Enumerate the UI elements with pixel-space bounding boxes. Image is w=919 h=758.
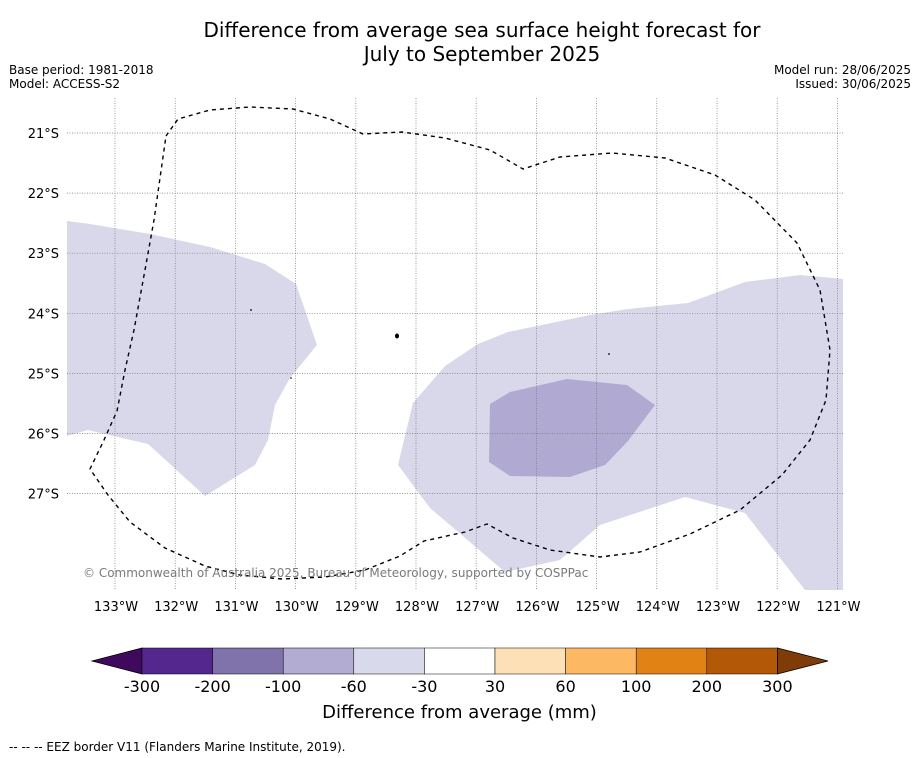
base-period-label: Base period: 1981-2018	[9, 63, 154, 77]
latitude-label: 23°S	[28, 247, 59, 262]
longitude-label: 124°W	[636, 600, 680, 615]
colorbar-tick-label: -200	[194, 677, 230, 696]
longitude-label: 128°W	[395, 600, 439, 615]
colorbar-tick-label: -300	[124, 677, 160, 696]
island-mark	[250, 309, 252, 311]
chart-title: Difference from average sea surface heig…	[0, 18, 919, 66]
colorbar	[90, 647, 829, 675]
latitude-labels: 21°S 22°S 23°S 24°S 25°S 26°S 27°S	[28, 127, 59, 503]
eez-footnote: -- -- -- EEZ border V11 (Flanders Marine…	[9, 740, 346, 754]
colorbar-tick-labels: -300 -200 -100 -60 -30 30 60 100 200 300	[124, 677, 793, 696]
issued-label: Issued: 30/06/2025	[795, 77, 911, 91]
longitude-label: 125°W	[576, 600, 620, 615]
colorbar-tick-label: 200	[692, 677, 723, 696]
title-line-1: Difference from average sea surface heig…	[203, 18, 761, 42]
colorbar-segment	[635, 647, 708, 675]
longitude-label: 133°W	[94, 600, 138, 615]
anomaly-fills	[67, 221, 843, 590]
latitude-label: 21°S	[28, 127, 59, 142]
colorbar-tick-label: -100	[265, 677, 301, 696]
meta-right: Model run: 28/06/2025 Issued: 30/06/2025	[774, 63, 911, 91]
latitude-label: 24°S	[28, 307, 59, 322]
longitude-label: 121°W	[816, 600, 860, 615]
title-line-2: July to September 2025	[363, 42, 601, 66]
copyright-text: © Commonwealth of Australia 2025, Bureau…	[83, 566, 588, 580]
longitude-label: 127°W	[455, 600, 499, 615]
longitude-label: 129°W	[335, 600, 379, 615]
colorbar-label: Difference from average (mm)	[322, 702, 597, 723]
longitude-label: 126°W	[515, 600, 559, 615]
model-label: Model: ACCESS-S2	[9, 77, 121, 91]
meta-left: Base period: 1981-2018 Model: ACCESS-S2	[9, 63, 154, 91]
colorbar-segment	[282, 647, 355, 675]
model-run-label: Model run: 28/06/2025	[773, 63, 911, 77]
colorbar-segment	[424, 647, 496, 675]
map-figure: 21°S22°S23°S24°S25°S26°S27°S 133°W 132°W 1…	[28, 98, 861, 696]
island-marks	[250, 309, 610, 379]
colorbar-tick-label: 30	[485, 677, 505, 696]
longitude-label: 131°W	[214, 600, 258, 615]
island-mark	[608, 353, 610, 355]
island-mark	[395, 333, 399, 339]
colorbar-tick-label: 60	[555, 677, 575, 696]
latitude-label: 25°S	[28, 367, 59, 382]
longitude-label: 123°W	[696, 600, 740, 615]
fill-central-mid	[489, 379, 655, 477]
fill-west-light	[67, 221, 317, 496]
longitude-label: 130°W	[275, 600, 319, 615]
colorbar-tick-label: 100	[621, 677, 652, 696]
colorbar-segment	[212, 647, 284, 675]
latitude-label: 27°S	[28, 488, 59, 503]
colorbar-tick-label: -60	[341, 677, 367, 696]
island-mark	[290, 377, 292, 379]
gridlines	[67, 98, 843, 590]
colorbar-extend-low	[90, 647, 143, 675]
longitude-label: 132°W	[154, 600, 198, 615]
longitude-label: 122°W	[756, 600, 800, 615]
colorbar-segment	[706, 647, 778, 675]
colorbar-segment	[141, 647, 213, 675]
colorbar-segment	[494, 647, 566, 675]
colorbar-tick-label: 300	[762, 677, 793, 696]
longitude-labels: 133°W 132°W 131°W 130°W 129°W 128°W 127°W 126°W…	[94, 600, 861, 615]
latitude-label: 22°S	[28, 187, 59, 202]
latitude-label: 26°S	[28, 428, 59, 443]
colorbar-segment	[565, 647, 637, 675]
colorbar-segment	[353, 647, 425, 675]
colorbar-tick-label: -30	[411, 677, 437, 696]
colorbar-extend-high	[777, 647, 829, 675]
